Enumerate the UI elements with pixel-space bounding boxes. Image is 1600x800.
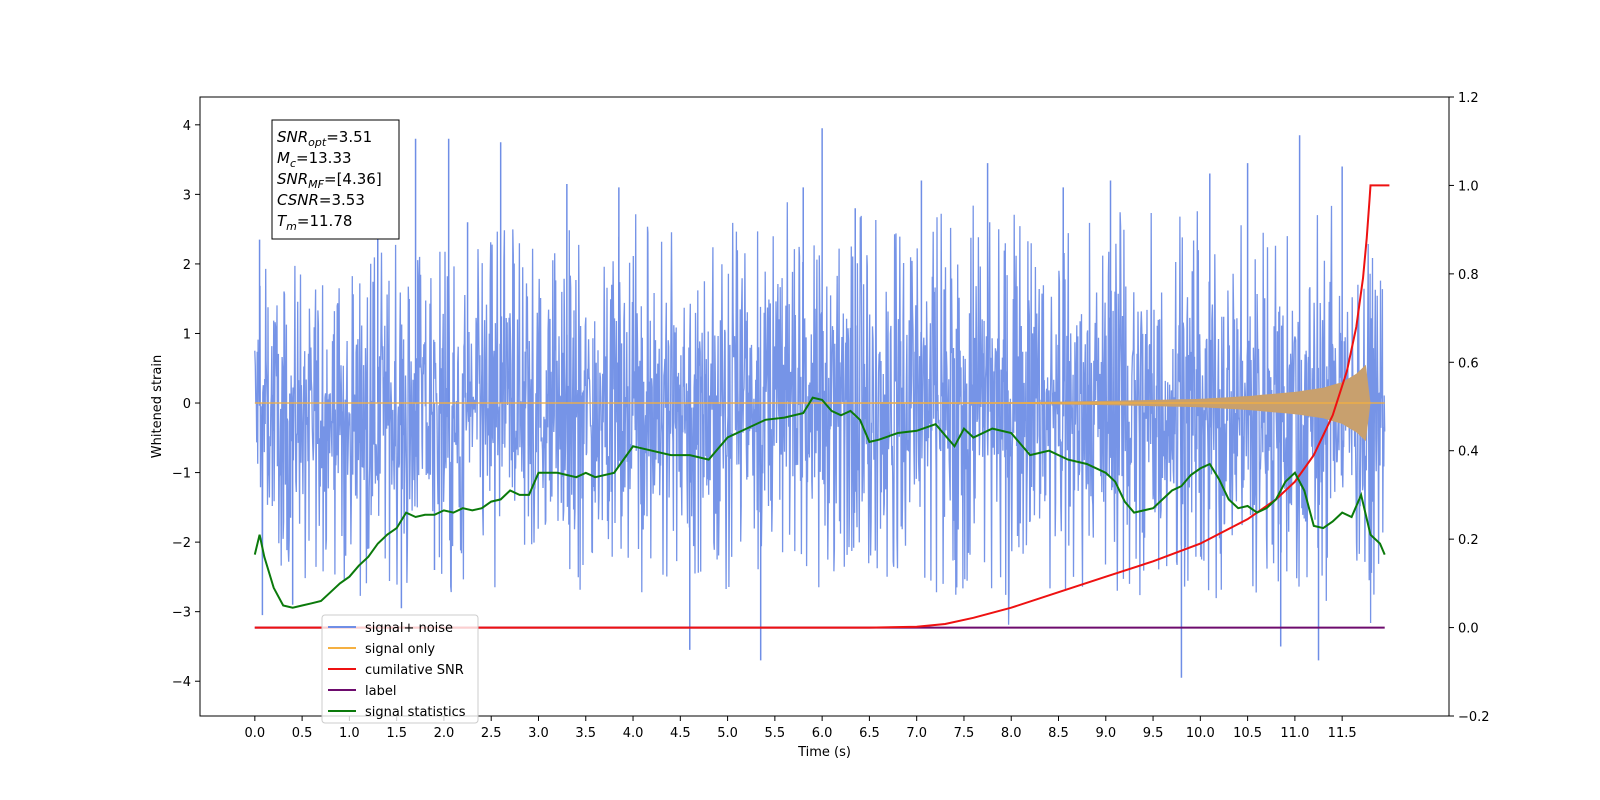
signal-noise-line [254, 202, 1386, 625]
x-tick-label: 10.0 [1186, 726, 1215, 741]
x-tick-label: 10.5 [1233, 726, 1262, 741]
x-tick-label: 11.0 [1280, 726, 1309, 741]
x-tick-label: 11.5 [1328, 726, 1357, 741]
x-tick-label: 8.5 [1048, 726, 1069, 741]
y-tick-label: −3 [172, 606, 191, 621]
legend-label: signal statistics [365, 705, 466, 720]
legend-label: signal only [365, 642, 435, 657]
y2-tick-label: 0.0 [1458, 622, 1479, 637]
plot-area [253, 128, 1390, 678]
y-axis-label: Whitened strain [150, 355, 165, 458]
x-tick-label: 3.5 [575, 726, 596, 741]
legend-frame [321, 614, 479, 724]
x-tick-label: 0.0 [244, 726, 265, 741]
annotation-line: Mc=13.33 [277, 149, 352, 170]
y2-tick-label: 1.2 [1458, 91, 1479, 106]
x-tick-label: 1.5 [386, 726, 407, 741]
legend: signal+ noise signal only cumilative SNR la… [321, 614, 479, 724]
legend-label: cumilative SNR [365, 663, 464, 678]
y-tick-label: −4 [172, 675, 191, 690]
x-tick-label: 6.0 [812, 726, 833, 741]
x-tick-label: 7.0 [906, 726, 927, 741]
x-tick-label: 4.5 [670, 726, 691, 741]
x-tick-label: 5.5 [765, 726, 786, 741]
annotation-frame [271, 119, 400, 240]
x-tick-label: 4.0 [623, 726, 644, 741]
annotation-line: SNRopt=3.51 [277, 128, 372, 149]
y-tick-label: 4 [183, 119, 191, 134]
x-tick-label: 2.0 [434, 726, 455, 741]
y-tick-label: 2 [183, 258, 191, 273]
x-tick-label: 5.0 [717, 726, 738, 741]
y-tick-label: 0 [183, 397, 191, 412]
y2-tick-label: 0.4 [1458, 445, 1479, 460]
annotation-line: Tm=11.78 [277, 212, 352, 233]
x-tick-label: 9.5 [1143, 726, 1164, 741]
y2-tick-label: 0.8 [1458, 268, 1479, 283]
annotation-line: SNRMF=[4.36] [277, 170, 382, 191]
y-tick-label: 1 [183, 327, 191, 342]
x-tick-label: 9.0 [1095, 726, 1116, 741]
y2-tick-label: 1.0 [1458, 179, 1479, 194]
signal-statistics-line [253, 396, 1386, 609]
y2-tick-label: −0.2 [1458, 710, 1490, 725]
x-tick-label: 8.0 [1001, 726, 1022, 741]
y2-tick-label: 0.2 [1458, 533, 1479, 548]
annotation-line: CSNR=3.53 [277, 191, 365, 209]
y-tick-label: −1 [172, 467, 191, 482]
annotation-box: SNRopt=3.51Mc=13.33SNRMF=[4.36]CSNR=3.53… [271, 119, 400, 240]
axes: 0.0 0.5 1.0 1.5 2.0 2.5 3.0 3.5 4.0 4.5 5.0 5.5 6.0 6… [172, 91, 1490, 741]
legend-label: signal+ noise [365, 621, 453, 636]
x-tick-label: 1.0 [339, 726, 360, 741]
x-tick-label: 3.0 [528, 726, 549, 741]
y-tick-label: −2 [172, 536, 191, 551]
y-tick-label: 3 [183, 188, 191, 203]
x-tick-label: 6.5 [859, 726, 880, 741]
legend-label: label [365, 684, 396, 699]
plot-frame [199, 96, 1450, 717]
x-tick-label: 0.5 [292, 726, 313, 741]
x-tick-label: 7.5 [954, 726, 975, 741]
y2-tick-label: 0.6 [1458, 356, 1479, 371]
x-tick-label: 2.5 [481, 726, 502, 741]
x-axis-label: Time (s) [797, 745, 851, 760]
